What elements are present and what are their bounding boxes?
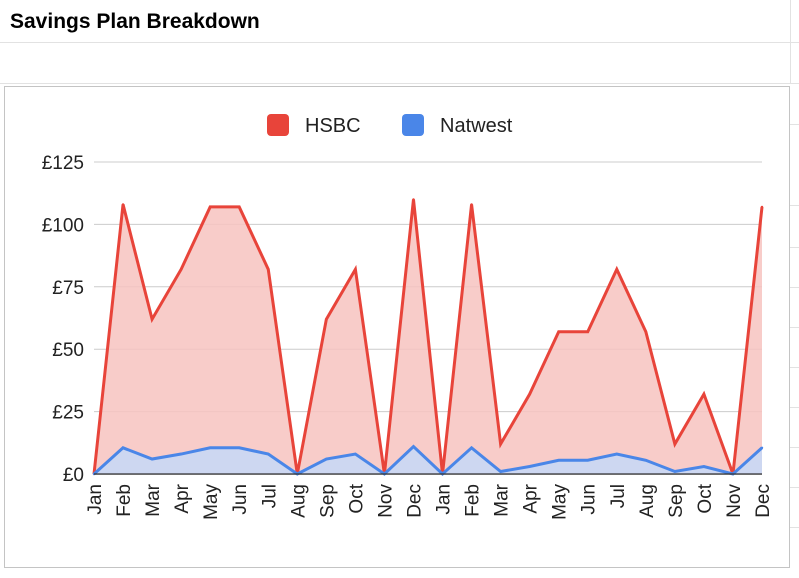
- x-tick-label: Jul: [259, 484, 280, 508]
- legend-swatch: [267, 114, 289, 136]
- x-tick-label: Feb: [114, 484, 135, 517]
- data-point-hsbc[interactable]: [499, 442, 502, 446]
- legend[interactable]: HSBC Natwest: [267, 114, 513, 137]
- data-point-hsbc[interactable]: [557, 330, 560, 333]
- x-tick-label: Jun: [230, 484, 251, 515]
- data-point-hsbc[interactable]: [208, 205, 212, 209]
- y-tick-label: £25: [52, 403, 84, 424]
- data-point-hsbc[interactable]: [412, 198, 415, 201]
- x-tick-label: Aug: [288, 484, 309, 518]
- data-point-natwest[interactable]: [586, 459, 589, 462]
- y-tick-label: £100: [42, 215, 84, 236]
- x-tick-label: Mar: [492, 483, 513, 516]
- x-tick-label: Apr: [521, 483, 542, 513]
- sheet-title-cell[interactable]: Savings Plan Breakdown: [10, 10, 260, 33]
- data-point-hsbc[interactable]: [150, 318, 154, 321]
- x-tick-label: Nov: [375, 484, 396, 518]
- data-point-natwest[interactable]: [412, 445, 415, 448]
- legend-label: Natwest: [440, 115, 513, 137]
- data-point-hsbc[interactable]: [673, 442, 677, 446]
- x-tick-label: Dec: [753, 484, 774, 518]
- x-tick-label: Jan: [434, 484, 455, 515]
- x-tick-label: Feb: [463, 484, 484, 517]
- series-areas: [92, 198, 764, 477]
- legend-label: HSBC: [305, 115, 361, 137]
- gutter-line: [790, 487, 799, 488]
- data-point-natwest[interactable]: [267, 452, 270, 456]
- x-tick-label: Sep: [666, 484, 687, 518]
- data-point-hsbc[interactable]: [615, 268, 618, 271]
- gutter-line: [790, 124, 799, 125]
- chart-container[interactable]: £0 £25 £50 £75 £100 £125 Jan Feb Mar Apr May Jun Ju…: [4, 86, 790, 568]
- y-axis-labels: £0 £25 £50 £75 £100 £125: [42, 153, 84, 486]
- data-point-natwest[interactable]: [150, 457, 154, 461]
- x-tick-label: Oct: [346, 483, 367, 513]
- x-tick-label: Dec: [404, 484, 425, 518]
- x-tick-label: Sep: [317, 484, 338, 518]
- series-line-hsbc[interactable]: [92, 199, 764, 475]
- gutter-line: [790, 327, 799, 328]
- legend-swatch: [402, 114, 424, 136]
- x-tick-label: May: [550, 484, 571, 520]
- data-point-natwest[interactable]: [354, 452, 357, 456]
- data-point-natwest[interactable]: [499, 470, 502, 473]
- data-point-natwest[interactable]: [760, 446, 764, 449]
- data-point-natwest[interactable]: [644, 459, 648, 462]
- legend-item-natwest[interactable]: Natwest: [402, 114, 513, 137]
- gutter-line: [790, 527, 799, 528]
- data-point-hsbc[interactable]: [586, 330, 589, 333]
- data-point-hsbc[interactable]: [121, 203, 125, 206]
- x-tick-label: Jan: [85, 484, 106, 515]
- data-point-hsbc[interactable]: [267, 268, 270, 271]
- y-tick-label: £0: [63, 465, 84, 486]
- data-point-natwest[interactable]: [673, 470, 677, 473]
- y-tick-label: £50: [52, 340, 84, 361]
- gutter-line: [790, 205, 799, 206]
- x-tick-label: Jun: [579, 484, 600, 515]
- x-tick-label: Aug: [637, 484, 658, 518]
- data-point-natwest[interactable]: [528, 465, 531, 468]
- data-point-hsbc[interactable]: [238, 205, 241, 209]
- data-point-natwest[interactable]: [702, 465, 706, 468]
- data-point-natwest[interactable]: [325, 457, 328, 461]
- data-point-hsbc[interactable]: [354, 268, 357, 271]
- x-tick-label: Oct: [695, 483, 716, 513]
- data-point-natwest[interactable]: [208, 446, 212, 449]
- data-point-hsbc[interactable]: [470, 203, 473, 206]
- area-chart[interactable]: £0 £25 £50 £75 £100 £125 Jan Feb Mar Apr May Jun Ju…: [5, 87, 791, 569]
- data-point-hsbc[interactable]: [179, 268, 183, 271]
- x-tick-label: Apr: [172, 483, 193, 513]
- gutter-line: [790, 287, 799, 288]
- data-point-natwest[interactable]: [121, 446, 125, 449]
- gutter-line: [790, 447, 799, 448]
- x-tick-label: May: [201, 484, 222, 520]
- y-tick-label: £125: [42, 153, 84, 174]
- series-line-natwest[interactable]: [92, 444, 764, 477]
- gutter-line: [790, 367, 799, 368]
- data-point-hsbc[interactable]: [760, 205, 764, 209]
- data-point-hsbc[interactable]: [528, 392, 531, 396]
- data-point-hsbc[interactable]: [702, 392, 706, 396]
- sheet-column-divider: [790, 0, 791, 84]
- x-tick-label: Nov: [724, 484, 745, 518]
- data-point-hsbc[interactable]: [644, 330, 648, 333]
- data-point-natwest[interactable]: [470, 446, 473, 449]
- data-point-natwest[interactable]: [557, 459, 560, 462]
- data-point-natwest[interactable]: [179, 452, 183, 456]
- legend-item-hsbc[interactable]: HSBC: [267, 114, 361, 137]
- data-point-natwest[interactable]: [238, 446, 241, 449]
- sheet-row-1: [0, 0, 799, 43]
- x-axis-labels: Jan Feb Mar Apr May Jun Jul Aug Sep Oct Nov Dec Jan F…: [85, 483, 774, 520]
- y-tick-label: £75: [52, 278, 84, 299]
- x-tick-label: Jul: [608, 484, 629, 508]
- sheet-right-gutter: [790, 84, 799, 578]
- data-point-hsbc[interactable]: [325, 318, 328, 321]
- x-tick-label: Mar: [143, 483, 164, 516]
- gutter-line: [790, 407, 799, 408]
- sheet-row-2: [0, 43, 799, 84]
- data-point-natwest[interactable]: [615, 452, 618, 456]
- gutter-line: [790, 247, 799, 248]
